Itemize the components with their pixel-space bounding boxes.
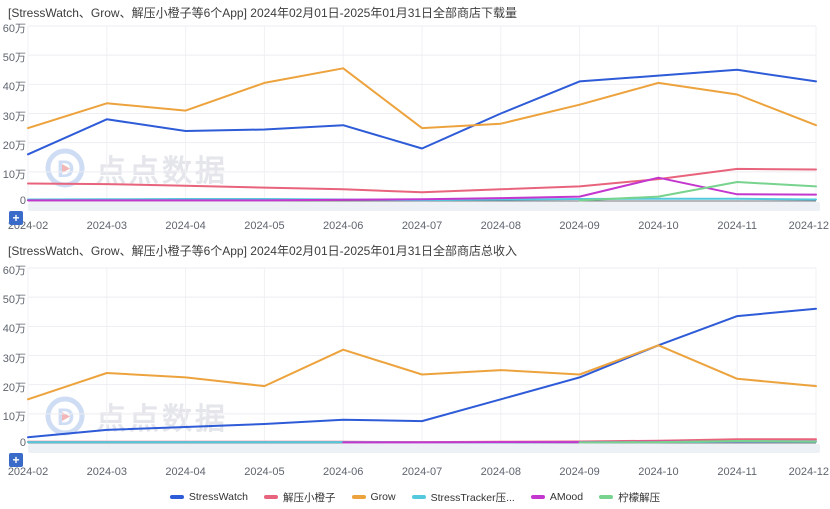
- legend-marker-icon: [264, 495, 279, 499]
- legend: StressWatch 解压小橙子 Grow StressTracker压... AMo…: [0, 488, 830, 506]
- legend-item[interactable]: 解压小橙子: [264, 490, 336, 505]
- x-axis-tick-label: 2024-03: [86, 466, 127, 478]
- diandian-logo-icon: D: [45, 148, 85, 188]
- series-line: [27, 167, 817, 194]
- x-axis-tick-label: 2024-08: [480, 466, 521, 478]
- x-axis-tick-label: 2024-02: [7, 466, 49, 478]
- x-axis-tick-label: 2024-07: [401, 466, 443, 478]
- y-axis-tick-label: 50万: [2, 52, 26, 65]
- x-axis-tick-label: 2024-03: [86, 220, 127, 232]
- legend-item[interactable]: StressWatch: [169, 491, 249, 503]
- x-axis-tick-label: 2024-05: [244, 466, 285, 478]
- revenue-datazoom-slider[interactable]: [28, 444, 820, 453]
- legend-item-label: AMood: [549, 491, 584, 503]
- x-axis-tick-label: 2024-12: [788, 466, 829, 478]
- x-axis-tick-label: 2024-09: [559, 220, 600, 232]
- downloads-datazoom-slider[interactable]: [28, 202, 820, 211]
- x-axis-tick-label: 2024-10: [638, 220, 679, 232]
- legend-item[interactable]: Grow: [351, 491, 396, 503]
- legend-item-label: Grow: [370, 491, 396, 503]
- series-line: [27, 68, 817, 156]
- legend-item-label: StressWatch: [188, 491, 249, 503]
- y-axis-tick-label: 20万: [2, 381, 26, 394]
- legend-marker-icon: [169, 495, 184, 499]
- series-line: [27, 307, 817, 439]
- downloads-zoom-plus-button[interactable]: +: [9, 211, 23, 225]
- y-axis-tick-label: 20万: [2, 139, 26, 152]
- y-axis-tick-label: 0: [19, 195, 26, 207]
- x-axis-tick-label: 2024-09: [559, 466, 600, 478]
- y-axis-tick-label: 60万: [2, 23, 26, 35]
- y-axis-tick-label: 10万: [2, 410, 26, 423]
- legend-item-label: 解压小橙子: [283, 491, 336, 504]
- y-axis-tick-label: 40万: [2, 81, 26, 94]
- legend-marker-icon: [351, 495, 366, 499]
- x-axis-tick-label: 2024-06: [323, 466, 364, 478]
- x-axis-tick-label: 2024-11: [717, 466, 757, 478]
- y-axis-tick-label: 0: [19, 437, 26, 449]
- legend-marker-icon: [530, 495, 545, 499]
- y-axis-tick-label: 60万: [2, 265, 26, 277]
- y-axis-tick-label: 30万: [2, 352, 26, 365]
- revenue-zoom-plus-button[interactable]: +: [9, 453, 23, 467]
- x-axis-tick-label: 2024-04: [165, 466, 206, 478]
- y-axis-tick-label: 40万: [2, 323, 26, 336]
- series-line: [27, 67, 817, 130]
- downloads-chart-title: [StressWatch、Grow、解压小橙子等6个App] 2024年02月0…: [8, 6, 518, 20]
- x-axis-tick-label: 2024-08: [480, 220, 521, 232]
- x-axis-tick-label: 2024-04: [165, 220, 206, 232]
- x-axis-tick-label: 2024-12: [788, 220, 829, 232]
- y-axis-tick-label: 30万: [2, 110, 26, 123]
- x-axis-tick-label: 2024-10: [638, 466, 679, 478]
- series-line: [578, 440, 817, 444]
- legend-item-label: StressTracker压...: [430, 491, 515, 504]
- x-axis-tick-label: 2024-07: [401, 220, 443, 232]
- x-axis-tick-label: 2024-05: [244, 220, 285, 232]
- revenue-chart-title: [StressWatch、Grow、解压小橙子等6个App] 2024年02月0…: [8, 244, 518, 258]
- legend-marker-icon: [411, 495, 426, 499]
- series-line: [27, 344, 817, 401]
- series-line: [27, 176, 817, 202]
- series-line: [578, 181, 817, 202]
- legend-item[interactable]: 柠檬解压: [599, 490, 660, 505]
- y-axis-tick-label: 50万: [2, 294, 26, 307]
- x-axis-tick-label: 2024-06: [323, 220, 364, 232]
- legend-item[interactable]: AMood: [530, 491, 584, 503]
- legend-item-label: 柠檬解压: [618, 491, 661, 504]
- legend-marker-icon: [599, 495, 614, 499]
- legend-item[interactable]: StressTracker压...: [411, 490, 515, 505]
- y-axis-tick-label: 10万: [2, 168, 26, 181]
- x-axis-tick-label: 2024-11: [717, 220, 757, 232]
